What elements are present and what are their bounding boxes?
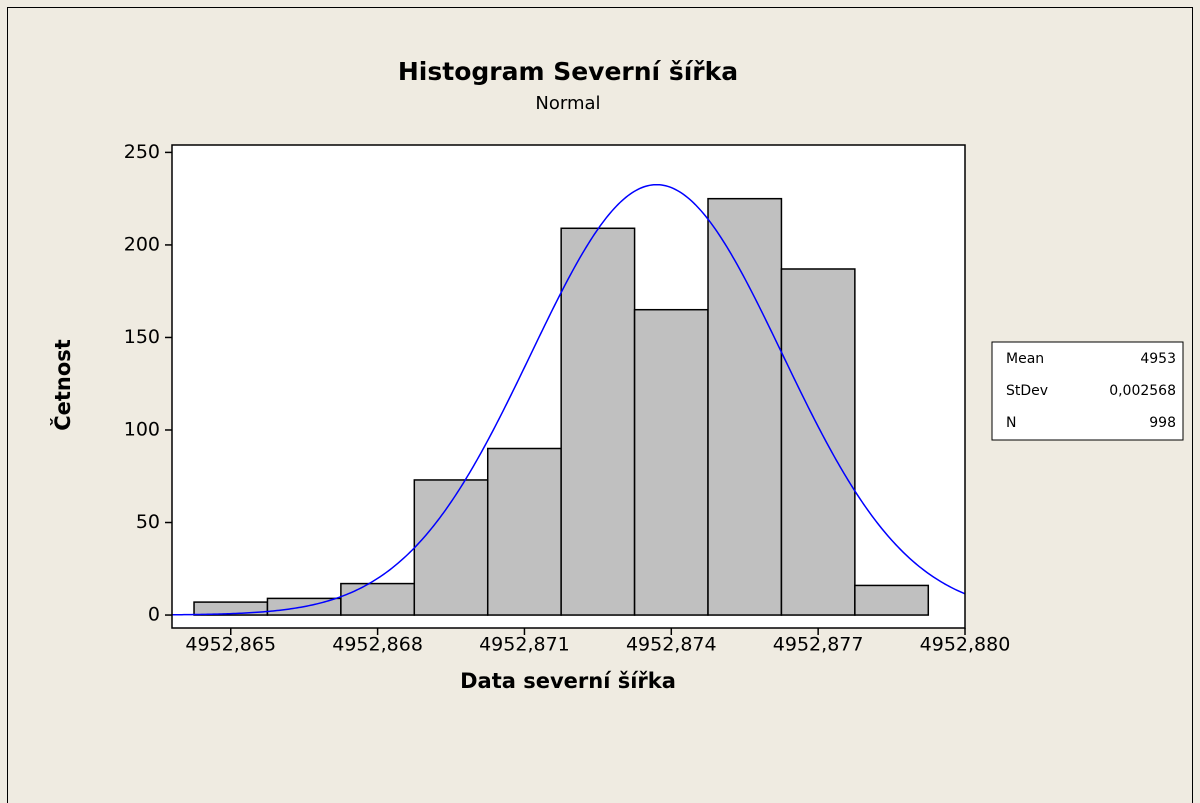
x-tick-label: 4952,877 bbox=[773, 634, 864, 656]
normal-curve bbox=[172, 183, 965, 616]
y-tick-label: 200 bbox=[124, 233, 160, 255]
stats-label: N bbox=[1006, 415, 1016, 431]
y-tick-label: 50 bbox=[136, 511, 160, 533]
x-axis-label: Data severní šířka bbox=[460, 669, 676, 693]
x-tick-label: 4952,865 bbox=[185, 634, 276, 656]
bar bbox=[780, 268, 856, 616]
y-axis-label: Četnost bbox=[50, 339, 75, 431]
x-tick-label: 4952,871 bbox=[479, 634, 570, 656]
bar bbox=[560, 227, 636, 616]
x-tick-label: 4952,880 bbox=[920, 634, 1011, 656]
bar bbox=[854, 584, 930, 616]
bar bbox=[707, 197, 783, 616]
stats-value: 998 bbox=[1149, 415, 1176, 431]
x-tick-label: 4952,874 bbox=[626, 634, 717, 656]
stats-value: 0,002568 bbox=[1109, 383, 1176, 399]
plot-frame bbox=[171, 144, 966, 629]
x-tick-label: 4952,868 bbox=[332, 634, 423, 656]
bar bbox=[340, 582, 416, 616]
y-tick-label: 250 bbox=[124, 141, 160, 163]
stats-label: StDev bbox=[1006, 383, 1048, 399]
chart-title: Histogram Severní šířka bbox=[398, 57, 738, 86]
stats-value: 4953 bbox=[1140, 351, 1176, 367]
stats-box bbox=[991, 341, 1184, 441]
bar bbox=[413, 479, 489, 616]
y-tick-label: 0 bbox=[148, 604, 160, 626]
bar bbox=[633, 308, 709, 616]
chart-subtitle: Normal bbox=[535, 93, 600, 114]
stats-label: Mean bbox=[1006, 351, 1044, 367]
bar bbox=[486, 447, 562, 616]
y-tick-label: 150 bbox=[124, 326, 160, 348]
y-tick-label: 100 bbox=[124, 418, 160, 440]
